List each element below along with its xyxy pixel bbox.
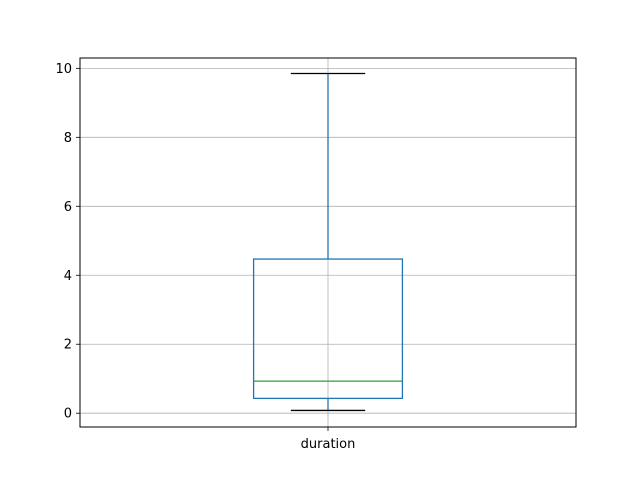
y-tick-label: 10 xyxy=(55,62,72,77)
y-tick-label: 4 xyxy=(64,269,72,284)
y-axis: 0 2 4 6 8 10 xyxy=(55,62,80,422)
y-tick-label: 2 xyxy=(64,338,72,353)
y-tick-label: 8 xyxy=(64,131,72,146)
y-tick-label: 0 xyxy=(64,407,72,422)
x-axis: duration xyxy=(301,427,356,452)
interquartile-box xyxy=(252,258,404,400)
y-tick-label: 6 xyxy=(64,200,72,215)
x-tick-label: duration xyxy=(301,437,356,452)
box-plot-series xyxy=(252,72,404,412)
